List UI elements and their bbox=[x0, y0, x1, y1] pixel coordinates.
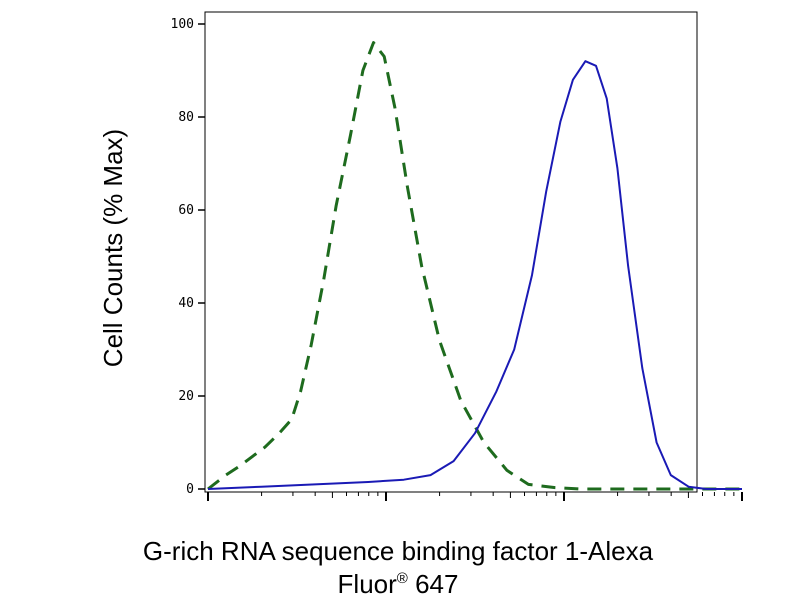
solid-histogram-line bbox=[207, 60, 742, 490]
x-axis-label-fluor: Fluor bbox=[338, 569, 398, 599]
y-tick-label: 20 bbox=[178, 389, 194, 404]
x-axis-label-line-2: Fluor® 647 bbox=[338, 569, 459, 599]
x-axis-label-registered-mark: ® bbox=[397, 570, 408, 587]
y-axis-label: Cell Counts (% Max) bbox=[98, 129, 128, 367]
x-axis-label-line-1: G-rich RNA sequence binding factor 1-Ale… bbox=[143, 536, 654, 566]
y-tick-label: 40 bbox=[178, 296, 194, 311]
dashed-histogram-line bbox=[207, 41, 742, 491]
y-tick-label: 60 bbox=[178, 203, 194, 218]
plot-frame bbox=[204, 11, 698, 493]
x-axis-label-647: 647 bbox=[408, 569, 459, 599]
y-tick-label: 100 bbox=[171, 17, 194, 32]
y-tick-label: 0 bbox=[186, 482, 194, 497]
y-tick-label: 80 bbox=[178, 110, 194, 125]
